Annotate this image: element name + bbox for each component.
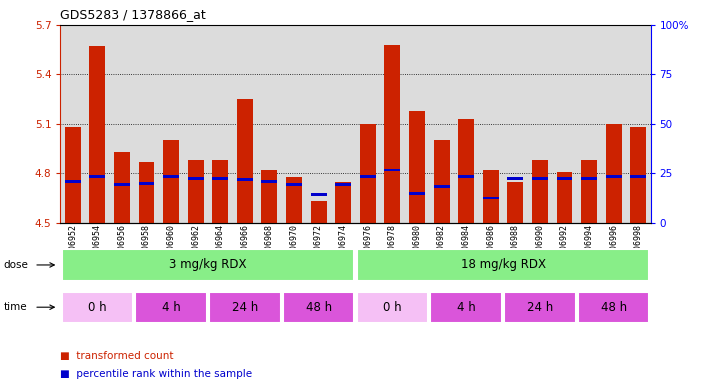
Bar <box>357 292 428 323</box>
Bar <box>557 172 572 223</box>
Bar <box>335 182 351 223</box>
Text: GDS5283 / 1378866_at: GDS5283 / 1378866_at <box>60 8 206 22</box>
Bar <box>311 193 326 196</box>
Bar <box>62 250 354 280</box>
Bar <box>630 127 646 223</box>
Bar <box>286 177 302 223</box>
Bar <box>360 175 376 178</box>
Bar <box>557 177 572 180</box>
Bar <box>458 175 474 178</box>
Text: time: time <box>4 302 27 312</box>
Bar <box>483 170 498 223</box>
Bar <box>434 185 449 188</box>
Bar <box>90 175 105 178</box>
Bar <box>630 175 646 178</box>
Bar <box>409 192 425 195</box>
Bar <box>385 169 400 172</box>
Bar <box>508 177 523 180</box>
Bar <box>504 292 576 323</box>
Bar <box>213 160 228 223</box>
Bar <box>135 292 207 323</box>
Text: 48 h: 48 h <box>306 301 331 314</box>
Text: 3 mg/kg RDX: 3 mg/kg RDX <box>169 258 247 271</box>
Bar <box>262 170 277 223</box>
Bar <box>430 292 502 323</box>
Text: ■  transformed count: ■ transformed count <box>60 351 174 361</box>
Bar <box>262 180 277 183</box>
Bar <box>90 46 105 223</box>
Bar <box>532 160 548 223</box>
Text: ■  percentile rank within the sample: ■ percentile rank within the sample <box>60 369 252 379</box>
Bar <box>483 197 498 199</box>
Text: 24 h: 24 h <box>527 301 553 314</box>
Bar <box>409 111 425 223</box>
Bar <box>163 175 179 178</box>
Bar <box>357 250 649 280</box>
Text: 18 mg/kg RDX: 18 mg/kg RDX <box>461 258 545 271</box>
Bar <box>385 45 400 223</box>
Bar <box>458 119 474 223</box>
Bar <box>114 152 130 223</box>
Bar <box>237 99 253 223</box>
Bar <box>65 180 81 183</box>
Bar <box>532 177 548 180</box>
Bar <box>581 177 597 180</box>
Bar <box>434 140 449 223</box>
Bar <box>139 182 154 185</box>
Text: 24 h: 24 h <box>232 301 258 314</box>
Text: dose: dose <box>4 260 28 270</box>
Bar <box>286 183 302 186</box>
Bar <box>188 160 203 223</box>
Bar <box>578 292 649 323</box>
Text: 48 h: 48 h <box>601 301 626 314</box>
Text: 0 h: 0 h <box>88 301 107 314</box>
Text: 4 h: 4 h <box>161 301 181 314</box>
Bar <box>283 292 354 323</box>
Bar <box>65 127 81 223</box>
Text: 4 h: 4 h <box>456 301 476 314</box>
Bar <box>163 140 179 223</box>
Bar <box>114 183 130 186</box>
Bar <box>581 160 597 223</box>
Bar <box>139 162 154 223</box>
Bar <box>508 182 523 223</box>
Bar <box>188 177 203 180</box>
Bar <box>209 292 281 323</box>
Text: 0 h: 0 h <box>383 301 402 314</box>
Bar <box>335 183 351 186</box>
Bar <box>606 175 621 178</box>
Bar <box>360 124 376 223</box>
Bar <box>311 201 326 223</box>
Bar <box>62 292 133 323</box>
Bar <box>213 177 228 180</box>
Bar <box>237 179 253 181</box>
Bar <box>606 124 621 223</box>
